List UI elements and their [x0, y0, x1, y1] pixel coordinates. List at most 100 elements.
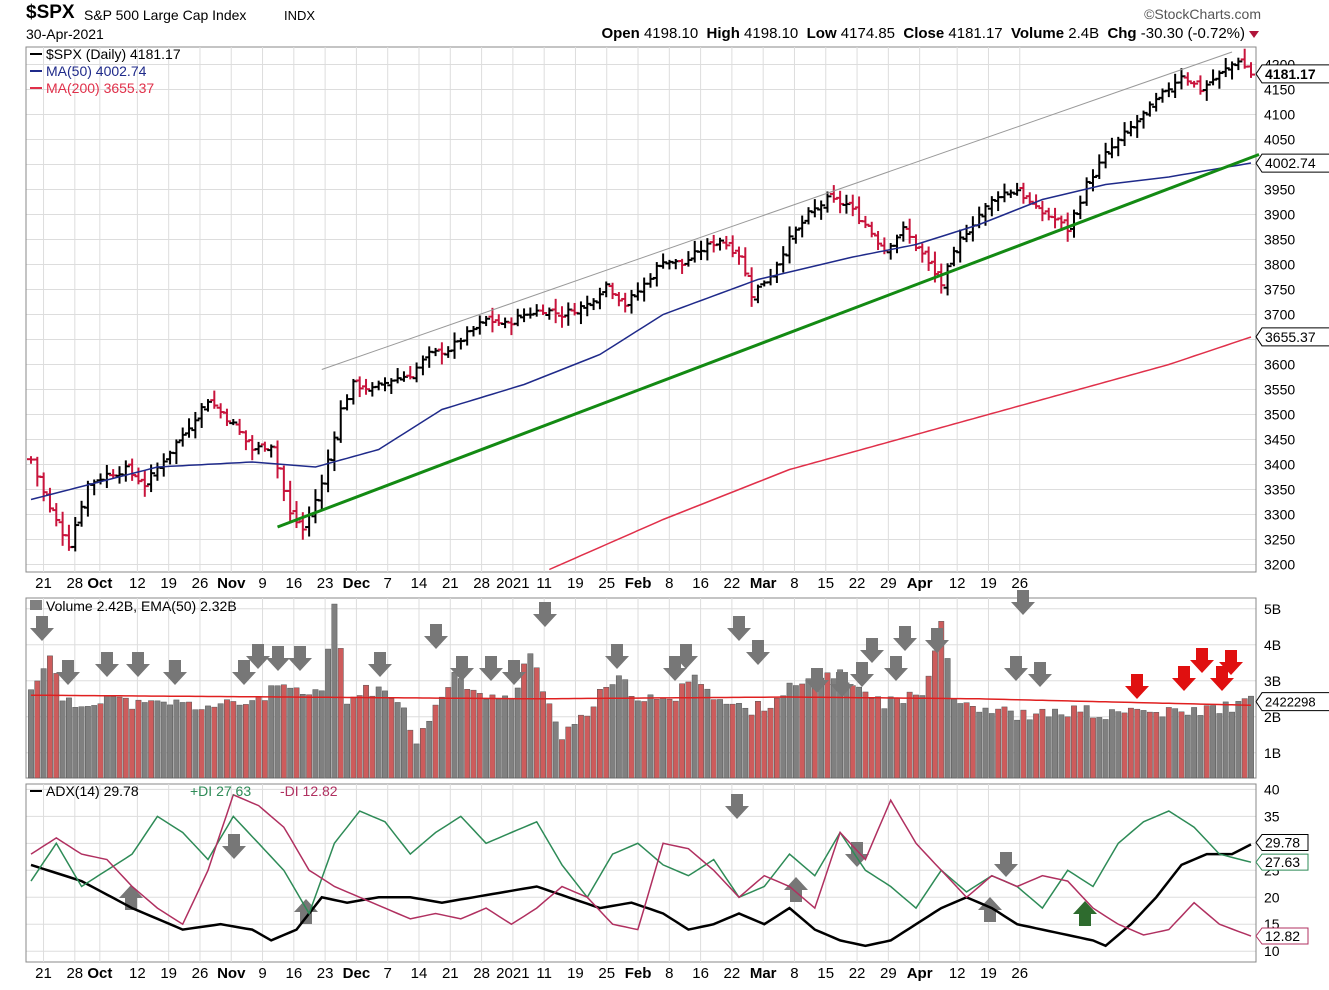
volume-bar	[489, 694, 496, 779]
volume-bar	[1001, 706, 1008, 779]
volume-bar	[344, 703, 350, 779]
volume-bar	[521, 663, 527, 779]
x-tick-label: 7	[384, 575, 392, 592]
volume-label: Volume	[1010, 25, 1065, 42]
ohlc-bar	[52, 503, 61, 527]
ohlc-bar	[1038, 200, 1047, 222]
ohlc-bar	[450, 332, 459, 359]
ohlc-bar	[1152, 92, 1161, 112]
ohlc-bar	[121, 460, 130, 482]
volume-bar	[615, 675, 622, 779]
volume-bar	[773, 697, 780, 779]
volume-bar	[830, 678, 837, 779]
x-tick-label: 11	[536, 575, 552, 592]
ohlc-bar	[362, 378, 371, 395]
volume-bar	[84, 706, 91, 779]
volume-bar	[1090, 717, 1096, 779]
volume-bar	[236, 704, 243, 779]
volume-bar	[875, 696, 881, 779]
x-tick-label: 21	[35, 575, 52, 592]
ohlc-bar	[602, 281, 611, 298]
volume-bar	[1071, 705, 1077, 779]
volume-bar	[1121, 712, 1128, 779]
volume-bar	[1052, 708, 1058, 779]
y-tick-label: 1B	[1264, 745, 1281, 761]
volume-bar	[502, 695, 509, 779]
volume-bar	[552, 721, 559, 779]
ohlc-bar	[576, 301, 585, 325]
ohlc-bar	[1019, 182, 1028, 204]
volume-bar	[318, 690, 325, 779]
y-tick-label: 10	[1264, 943, 1280, 959]
ohlc-bar	[893, 234, 902, 254]
ohlc-bar	[855, 196, 864, 225]
x-tick-label: Mar	[750, 575, 777, 592]
volume-bar	[780, 695, 787, 779]
low-value: 4174.85	[840, 25, 896, 42]
ohlc-bar	[513, 308, 522, 327]
volume-bar	[1083, 705, 1090, 779]
x-tick-label: 22	[724, 965, 741, 982]
arrow-down-icon	[830, 672, 854, 697]
volume-bar	[476, 693, 483, 779]
symbol: $SPX	[26, 2, 75, 23]
volume-bar	[1191, 707, 1198, 779]
volume-bar	[824, 672, 831, 779]
ohlc-bar	[317, 474, 326, 510]
y-tick-label: 3700	[1264, 307, 1295, 323]
volume-bar	[1134, 708, 1141, 779]
arrow-down-icon	[994, 852, 1018, 877]
volume-bar	[514, 687, 521, 779]
volume-bar	[1203, 705, 1210, 779]
x-tick-label: 14	[411, 575, 428, 592]
volume-bar	[148, 700, 155, 779]
y-tick-label: 3950	[1264, 182, 1295, 198]
price-legend-entry: MA(50) 4002.74	[46, 63, 147, 79]
volume-bar	[249, 700, 256, 779]
ohlc-bar	[583, 295, 592, 317]
y-tick-label: 3550	[1264, 382, 1295, 398]
x-tick-label: 26	[1011, 965, 1028, 982]
ohlc-bar	[279, 465, 288, 502]
y-tick-label: 3750	[1264, 282, 1295, 298]
x-tick-label: 8	[665, 965, 673, 982]
brand-logo[interactable]: ©StockCharts.com	[1144, 6, 1261, 22]
volume-bar	[691, 674, 698, 779]
y-tick-label: 3800	[1264, 257, 1295, 273]
ohlc-bar	[1082, 177, 1091, 206]
price-bars	[27, 48, 1255, 552]
arrow-down-icon	[450, 656, 474, 681]
volume-ema-line	[31, 694, 1252, 707]
volume-bar	[224, 699, 230, 779]
adx-tag: 12.82	[1255, 927, 1309, 945]
arrow-down-icon	[502, 660, 526, 685]
volume-bar	[540, 691, 546, 779]
x-tick-label: 29	[880, 965, 897, 982]
y-tick-label: 2B	[1264, 709, 1281, 725]
volume-bar	[799, 683, 806, 779]
ohlc-bar	[418, 355, 427, 376]
ohlc-bar	[311, 489, 320, 524]
volume-bar	[685, 681, 692, 779]
y-tick-label: 4150	[1264, 82, 1295, 98]
ohlc-bar	[867, 221, 876, 238]
arrow-down-icon	[246, 644, 270, 669]
volume-bar	[717, 699, 723, 779]
volume-bar	[350, 696, 357, 779]
ohlc-bar	[1196, 75, 1205, 95]
price-tag-label: 4002.74	[1265, 155, 1316, 171]
ohlc-bar	[1013, 182, 1022, 196]
x-tick-label: 19	[567, 965, 584, 982]
x-tick-label: 9	[258, 965, 266, 982]
ohlc-bar	[968, 216, 977, 242]
ohlc-bar	[222, 408, 231, 426]
ohlc-bar	[374, 380, 383, 391]
ohlc-bar	[343, 394, 352, 411]
volume-bar	[306, 694, 313, 779]
ohlc-bar	[659, 253, 668, 269]
volume-bar	[597, 689, 603, 779]
x-tick-label: 16	[692, 575, 709, 592]
volume-bar	[211, 706, 218, 779]
volume-bar	[578, 714, 584, 779]
volume-bar	[1222, 701, 1229, 779]
